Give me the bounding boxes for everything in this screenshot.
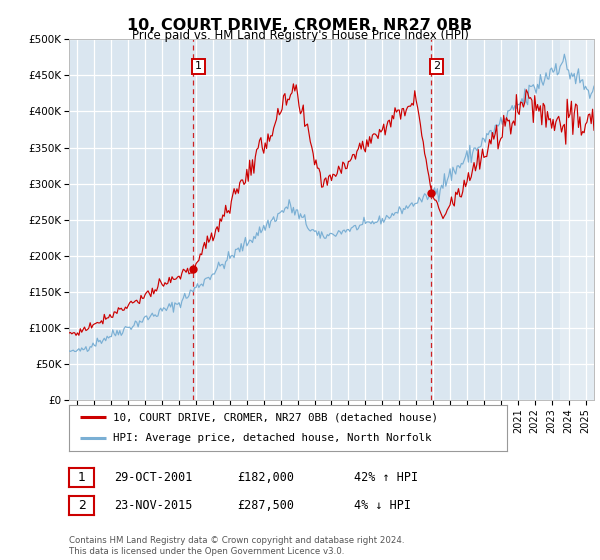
Text: 42% ↑ HPI: 42% ↑ HPI bbox=[354, 470, 418, 484]
Text: 10, COURT DRIVE, CROMER, NR27 0BB: 10, COURT DRIVE, CROMER, NR27 0BB bbox=[127, 18, 473, 33]
Text: 4% ↓ HPI: 4% ↓ HPI bbox=[354, 498, 411, 512]
Text: 23-NOV-2015: 23-NOV-2015 bbox=[114, 498, 193, 512]
Text: 10, COURT DRIVE, CROMER, NR27 0BB (detached house): 10, COURT DRIVE, CROMER, NR27 0BB (detac… bbox=[113, 412, 438, 422]
Text: Price paid vs. HM Land Registry's House Price Index (HPI): Price paid vs. HM Land Registry's House … bbox=[131, 29, 469, 42]
Text: 29-OCT-2001: 29-OCT-2001 bbox=[114, 470, 193, 484]
Text: 2: 2 bbox=[433, 61, 440, 71]
Bar bbox=[560, 39, 594, 400]
Text: HPI: Average price, detached house, North Norfolk: HPI: Average price, detached house, Nort… bbox=[113, 433, 431, 444]
Text: £287,500: £287,500 bbox=[237, 498, 294, 512]
Text: 2: 2 bbox=[77, 498, 86, 512]
Text: Contains HM Land Registry data © Crown copyright and database right 2024.
This d: Contains HM Land Registry data © Crown c… bbox=[69, 535, 404, 557]
Text: £182,000: £182,000 bbox=[237, 470, 294, 484]
Text: 1: 1 bbox=[77, 470, 86, 484]
Text: 1: 1 bbox=[195, 61, 202, 71]
